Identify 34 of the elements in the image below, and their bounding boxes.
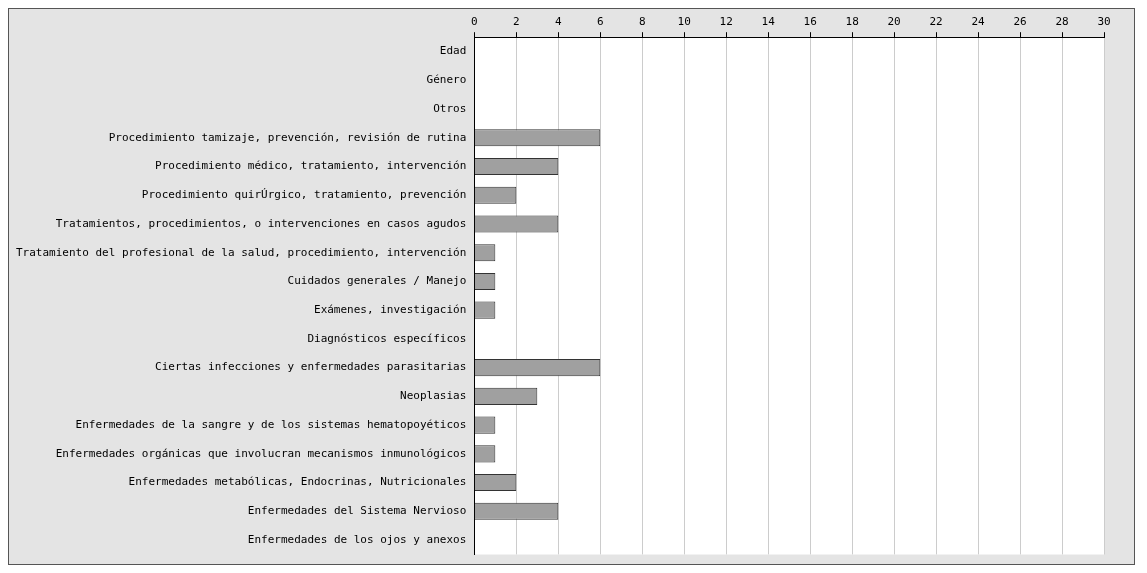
x-tick-label: 20 [887, 15, 901, 29]
y-tick-label: Procedimiento médico, tratamiento, intervención [155, 159, 467, 173]
y-tick-label: Diagnósticos específicos [307, 331, 467, 345]
y-tick-label: Género [426, 73, 467, 87]
x-tick-label: 4 [554, 15, 562, 29]
y-tick-label: Enfermedades de la sangre y de los sistemas hematopoyéticos [75, 417, 467, 431]
y-tick-label: Exámenes, investigación [314, 303, 467, 317]
x-tick-label: 28 [1055, 15, 1069, 29]
x-tick-label: 18 [845, 15, 859, 29]
y-tick-label: Procedimiento quirÚrgico, tratamiento, prevención [141, 188, 467, 202]
y-tick-label: Tratamientos, procedimientos, o intervenciones en casos agudos [55, 216, 467, 230]
x-tick-label: 10 [677, 15, 691, 29]
y-tick-label: Enfermedades del Sistema Nervioso [247, 504, 467, 518]
y-tick-label: Otros [433, 101, 467, 115]
x-tick-label: 26 [1013, 15, 1027, 29]
x-tick-label: 2 [513, 15, 520, 29]
y-tick-label: Enfermedades metabólicas, Endocrinas, Nutricionales [128, 475, 467, 489]
x-tick-label: 24 [971, 15, 986, 29]
x-tick-label: 16 [803, 15, 817, 29]
y-tick-label: Ciertas infecciones y enfermedades parasitarias [155, 360, 467, 374]
x-tick-label: 8 [638, 15, 646, 29]
x-tick-label: 22 [929, 15, 943, 29]
x-tick-label: 14 [761, 15, 776, 29]
y-tick-label: Neoplasias [400, 389, 467, 403]
x-tick-label: 0 [471, 15, 478, 29]
y-tick-label: Enfermedades orgánicas que involucran mecanismos inmunológicos [55, 446, 467, 460]
x-tick-label: 30 [1097, 15, 1111, 29]
y-tick-label: Tratamiento del profesional de la salud, procedimiento, intervención [15, 245, 467, 259]
x-tick-label: 12 [719, 15, 733, 29]
y-tick-label: Edad [439, 44, 467, 58]
y-tick-label: Cuidados generales / Manejo [287, 274, 467, 288]
x-tick-label: 6 [596, 15, 604, 29]
y-tick-label: Procedimiento tamizaje, prevención, revisión de rutina [108, 130, 467, 144]
y-tick-label: Enfermedades de los ojos y anexos [247, 532, 467, 546]
